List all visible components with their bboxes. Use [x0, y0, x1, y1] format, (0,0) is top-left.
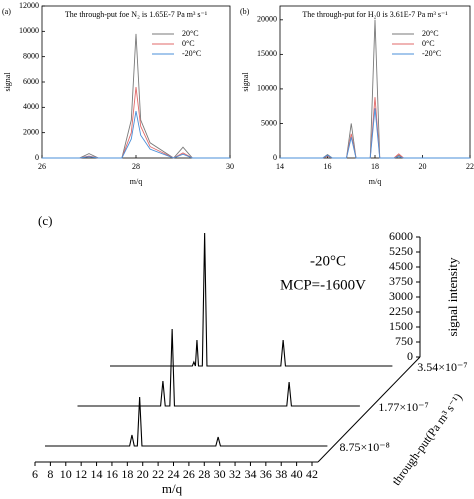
legend-label: -20°C — [422, 49, 441, 58]
x-tick-label: 10 — [60, 467, 72, 481]
y-tick-label: 12000 — [19, 1, 39, 10]
y-tick-label: 10000 — [19, 26, 39, 35]
x-tick-label: 6 — [32, 467, 38, 481]
x-tick-label: 36 — [260, 467, 272, 481]
z-tick-label: 3750 — [389, 274, 413, 288]
x-tick-label: 34 — [244, 467, 256, 481]
series-line — [280, 108, 470, 159]
x-tick-label: 20 — [419, 162, 427, 171]
series-line — [42, 33, 230, 159]
z-axis-label: signal intensity — [445, 257, 460, 337]
z-tick-label: 4500 — [389, 259, 413, 273]
x-tick-label: 28 — [132, 162, 140, 171]
depth-tick-label: 3.54×10⁻⁷ — [417, 360, 467, 374]
y-tick-label: 8000 — [23, 51, 39, 60]
depth-tick-label: 8.75×10⁻⁸ — [340, 440, 390, 454]
x-tick-label: 16 — [106, 467, 118, 481]
x-tick-label: 8 — [47, 467, 53, 481]
chart-title: The through-put for H₂0 is 3.61E-7 Pa m³… — [302, 10, 448, 19]
spectrum-trace — [77, 328, 360, 407]
panel-label: (a) — [2, 7, 11, 16]
x-tick-label: 28 — [198, 467, 210, 481]
panel-label: (c) — [38, 213, 52, 228]
y-tick-label: 15000 — [257, 49, 277, 58]
z-tick-label: 750 — [395, 334, 413, 348]
z-tick-label: 0 — [407, 349, 413, 363]
panel: (c) -20°C MCP=-1600V 6 8 10 12 14 16 18 20 22 24 26 28… — [32, 213, 468, 496]
x-tick-label: 22 — [466, 162, 474, 171]
legend-label: -20°C — [182, 49, 201, 58]
legend-label: 0°C — [422, 39, 435, 48]
panel-label: (b) — [240, 7, 250, 16]
y-axis-label: signal — [241, 72, 250, 92]
panel: (a) The through-put foe N₂ is 1.65E-7 Pa … — [2, 1, 234, 186]
chart-title: The through-put foe N₂ is 1.65E-7 Pa m³ … — [65, 10, 208, 19]
series-line — [42, 87, 230, 159]
x-tick-label: 30 — [214, 467, 226, 481]
x-tick-label: 26 — [38, 162, 46, 171]
depth-tick-label: 1.77×10⁻⁷ — [378, 400, 428, 414]
annotation: MCP=-1600V — [280, 277, 366, 293]
legend-label: 20°C — [182, 29, 199, 38]
x-tick-label: 32 — [229, 467, 241, 481]
x-tick-label: 16 — [324, 162, 332, 171]
y-tick-label: 0 — [273, 153, 277, 162]
series-line — [42, 111, 230, 159]
x-tick-label: 14 — [91, 467, 103, 481]
y-tick-label: 20000 — [257, 15, 277, 24]
x-tick-label: 40 — [291, 467, 303, 481]
annotation: -20°C — [310, 253, 346, 269]
y-tick-label: 2000 — [23, 127, 39, 136]
x-tick-label: 18 — [121, 467, 133, 481]
spectrum-trace — [45, 396, 328, 447]
x-tick-label: 30 — [226, 162, 234, 171]
y-tick-label: 10000 — [257, 84, 277, 93]
x-tick-label: 38 — [275, 467, 287, 481]
x-axis-label: m/q — [162, 481, 183, 496]
x-axis-label: m/q — [130, 177, 142, 186]
series-line — [280, 19, 470, 159]
z-tick-label: 1500 — [389, 319, 413, 333]
x-tick-label: 12 — [75, 467, 87, 481]
plot-frame — [41, 5, 231, 159]
z-tick-label: 5250 — [389, 244, 413, 258]
spectrum-trace — [110, 232, 393, 367]
x-tick-label: 20 — [137, 467, 149, 481]
x-tick-label: 24 — [168, 467, 180, 481]
x-tick-label: 14 — [276, 162, 284, 171]
series-line — [280, 97, 470, 159]
legend-label: 0°C — [182, 39, 195, 48]
x-axis-label: m/q — [369, 177, 381, 186]
y-tick-label: 0 — [35, 153, 39, 162]
x-tick-label: 22 — [152, 467, 164, 481]
y-tick-label: 5000 — [261, 118, 277, 127]
legend-label: 20°C — [422, 29, 439, 38]
panel: (b) The through-put for H₂0 is 3.61E-7 Pa… — [240, 5, 474, 186]
x-tick-label: 18 — [371, 162, 379, 171]
y-axis-label: signal — [3, 72, 12, 92]
y-tick-label: 4000 — [23, 102, 39, 111]
z-tick-label: 3000 — [389, 289, 413, 303]
x-tick-label: 26 — [183, 467, 195, 481]
y-tick-label: 6000 — [23, 77, 39, 86]
x-tick-label: 42 — [306, 467, 318, 481]
z-tick-label: 6000 — [389, 229, 413, 243]
depth-axis — [317, 356, 421, 463]
z-tick-label: 2250 — [389, 304, 413, 318]
